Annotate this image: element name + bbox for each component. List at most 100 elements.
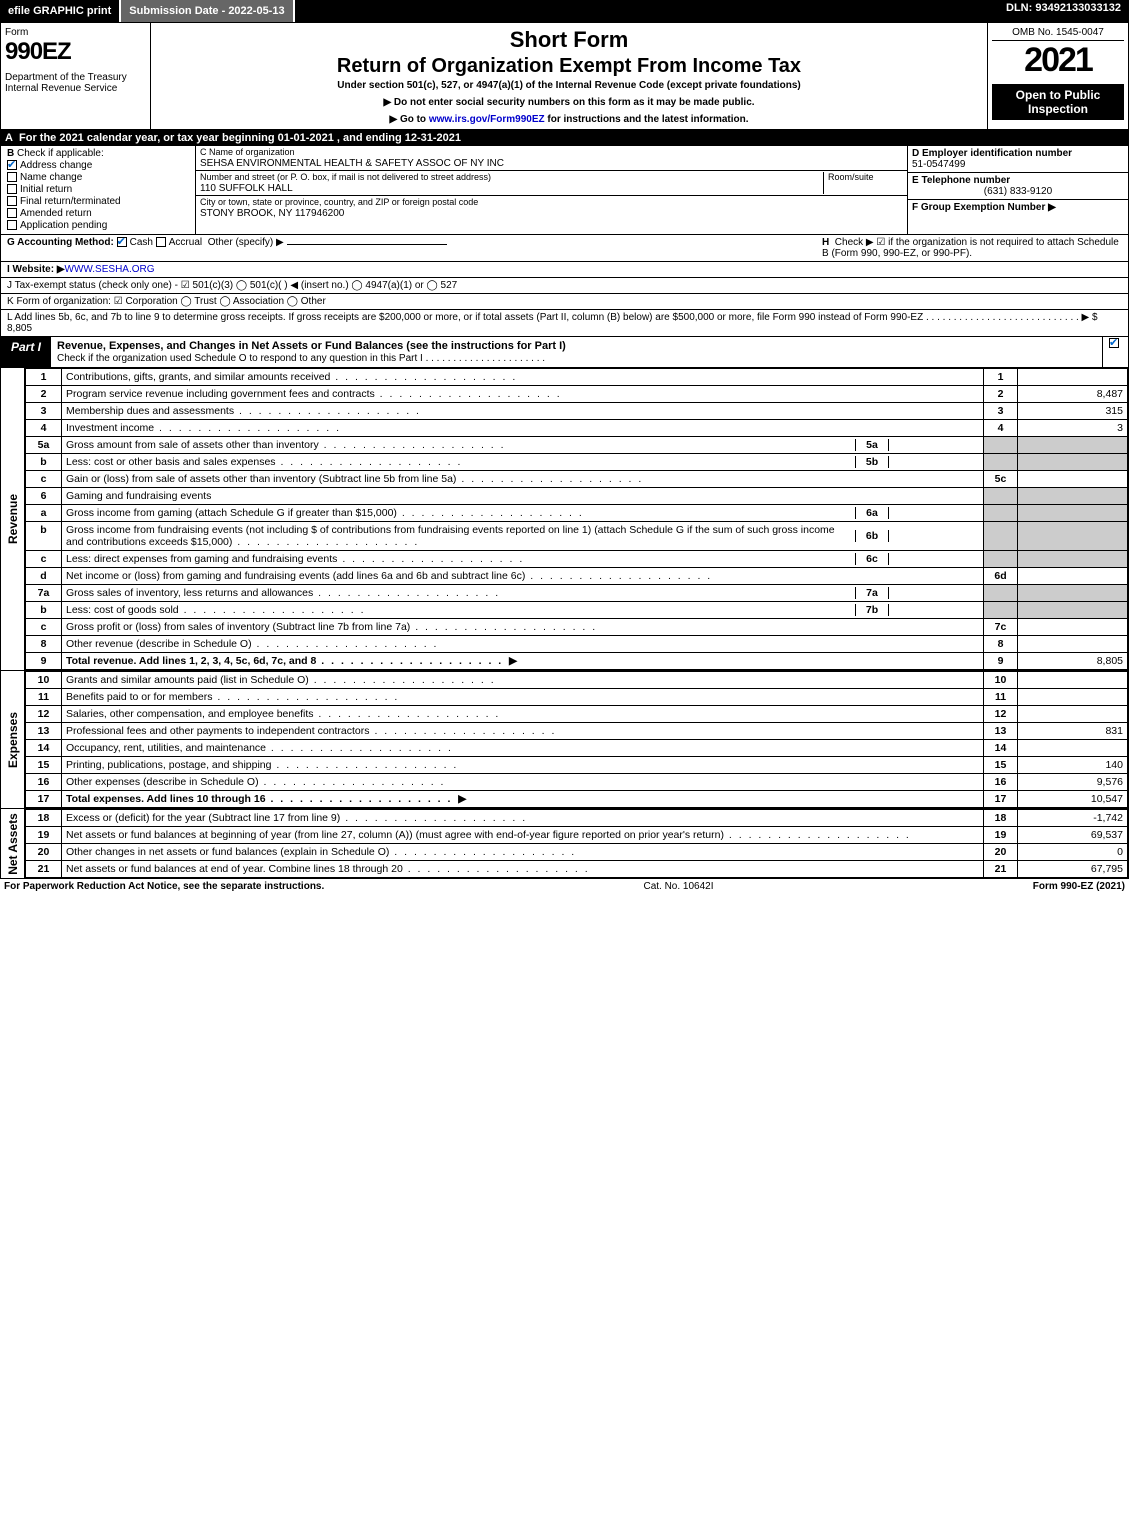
table-row: 13Professional fees and other payments t…: [26, 723, 1128, 740]
header-right: OMB No. 1545-0047 2021 Open to Public In…: [988, 23, 1128, 129]
opt-other: Other (specify) ▶: [208, 237, 284, 248]
revenue-vlabel: Revenue: [1, 368, 25, 670]
irs-link[interactable]: www.irs.gov/Form990EZ: [429, 114, 545, 125]
chk-amended-return[interactable]: [7, 208, 17, 218]
open-to-public: Open to Public Inspection: [992, 84, 1124, 120]
table-row: 15Printing, publications, postage, and s…: [26, 757, 1128, 774]
netassets-vlabel: Net Assets: [1, 809, 25, 878]
table-row: 3Membership dues and assessments3315: [26, 403, 1128, 420]
top-bar: efile GRAPHIC print Submission Date - 20…: [0, 0, 1129, 22]
chk-application-pending[interactable]: [7, 220, 17, 230]
line-box: 5c: [984, 471, 1018, 488]
line-amount: 69,537: [1018, 827, 1128, 844]
opt-address-change: Address change: [20, 160, 92, 171]
amt-shade: [1018, 437, 1128, 454]
form-label: Form: [5, 27, 146, 38]
line-number: b: [26, 602, 62, 619]
table-row: 1Contributions, gifts, grants, and simil…: [26, 369, 1128, 386]
box-shade: [984, 602, 1018, 619]
org-name: SEHSA ENVIRONMENTAL HEALTH & SAFETY ASSO…: [200, 158, 504, 169]
line-amount: [1018, 636, 1128, 653]
line-box: 10: [984, 672, 1018, 689]
chk-schedule-o[interactable]: [1109, 338, 1119, 348]
h-text: Check ▶ ☑ if the organization is not req…: [822, 237, 1119, 259]
line-box: 9: [984, 653, 1018, 670]
website-link[interactable]: WWW.SESHA.ORG: [65, 264, 155, 275]
opt-accrual: Accrual: [169, 237, 202, 248]
line-number: c: [26, 471, 62, 488]
line-number: 7a: [26, 585, 62, 602]
i-label: I Website: ▶: [7, 264, 65, 275]
table-row: 5aGross amount from sale of assets other…: [26, 437, 1128, 454]
line-number: 10: [26, 672, 62, 689]
opt-application-pending: Application pending: [20, 220, 107, 231]
chk-final-return[interactable]: [7, 196, 17, 206]
line-box: 12: [984, 706, 1018, 723]
table-row: bLess: cost or other basis and sales exp…: [26, 454, 1128, 471]
part-1-check-line: Check if the organization used Schedule …: [57, 353, 545, 364]
goto-instructions: ▶ Go to www.irs.gov/Form990EZ for instru…: [155, 114, 983, 125]
line-number: 6: [26, 488, 62, 505]
table-row: 21Net assets or fund balances at end of …: [26, 861, 1128, 878]
page-footer: For Paperwork Reduction Act Notice, see …: [0, 879, 1129, 894]
line-number: 20: [26, 844, 62, 861]
chk-address-change[interactable]: [7, 160, 17, 170]
line-amount: -1,742: [1018, 810, 1128, 827]
table-row: dNet income or (loss) from gaming and fu…: [26, 568, 1128, 585]
line-a: AFor the 2021 calendar year, or tax year…: [1, 130, 1128, 146]
line-box: 13: [984, 723, 1018, 740]
line-number: 13: [26, 723, 62, 740]
part-1-header: Part I Revenue, Expenses, and Changes in…: [1, 337, 1128, 368]
box-shade: [984, 551, 1018, 568]
footer-right: Form 990-EZ (2021): [1033, 881, 1125, 892]
line-amount: [1018, 740, 1128, 757]
tax-year: 2021: [992, 41, 1124, 80]
table-row: 14Occupancy, rent, utilities, and mainte…: [26, 740, 1128, 757]
line-description: Professional fees and other payments to …: [62, 723, 984, 740]
chk-initial-return[interactable]: [7, 184, 17, 194]
efile-print-button[interactable]: efile GRAPHIC print: [0, 0, 121, 22]
line-description: Less: cost or other basis and sales expe…: [62, 454, 984, 471]
header-mid: Short Form Return of Organization Exempt…: [151, 23, 988, 129]
table-row: 10Grants and similar amounts paid (list …: [26, 672, 1128, 689]
chk-cash[interactable]: [117, 237, 127, 247]
l-text: L Add lines 5b, 6c, and 7b to line 9 to …: [7, 312, 1098, 334]
table-row: 19Net assets or fund balances at beginni…: [26, 827, 1128, 844]
line-number: 9: [26, 653, 62, 670]
form-container: Form 990EZ Department of the Treasury In…: [0, 22, 1129, 879]
table-row: aGross income from gaming (attach Schedu…: [26, 505, 1128, 522]
table-row: 16Other expenses (describe in Schedule O…: [26, 774, 1128, 791]
line-amount: 9,576: [1018, 774, 1128, 791]
line-box: 19: [984, 827, 1018, 844]
chk-name-change[interactable]: [7, 172, 17, 182]
table-row: 4Investment income43: [26, 420, 1128, 437]
line-amount: [1018, 568, 1128, 585]
line-description: Gross income from gaming (attach Schedul…: [62, 505, 984, 522]
line-amount: [1018, 471, 1128, 488]
opt-initial-return: Initial return: [20, 184, 72, 195]
footer-mid: Cat. No. 10642I: [324, 881, 1032, 892]
line-amount: 10,547: [1018, 791, 1128, 808]
line-box: 4: [984, 420, 1018, 437]
table-row: bGross income from fundraising events (n…: [26, 522, 1128, 551]
line-l: L Add lines 5b, 6c, and 7b to line 9 to …: [1, 310, 1128, 337]
revenue-table: 1Contributions, gifts, grants, and simil…: [25, 368, 1128, 670]
line-box: 20: [984, 844, 1018, 861]
box-shade: [984, 522, 1018, 551]
amt-shade: [1018, 454, 1128, 471]
line-description: Less: cost of goods sold7b: [62, 602, 984, 619]
line-description: Occupancy, rent, utilities, and maintena…: [62, 740, 984, 757]
dept-treasury: Department of the Treasury: [5, 72, 127, 83]
box-shade: [984, 505, 1018, 522]
line-number: a: [26, 505, 62, 522]
c-city-label: City or town, state or province, country…: [200, 197, 478, 207]
line-box: 6d: [984, 568, 1018, 585]
j-text: J Tax-exempt status (check only one) - ☑…: [7, 280, 457, 291]
c-addr-label: Number and street (or P. O. box, if mail…: [200, 172, 491, 182]
line-number: 11: [26, 689, 62, 706]
line-description: Net assets or fund balances at end of ye…: [62, 861, 984, 878]
org-address: 110 SUFFOLK HALL: [200, 183, 293, 194]
chk-accrual[interactable]: [156, 237, 166, 247]
table-row: 6Gaming and fundraising events: [26, 488, 1128, 505]
line-box: 17: [984, 791, 1018, 808]
